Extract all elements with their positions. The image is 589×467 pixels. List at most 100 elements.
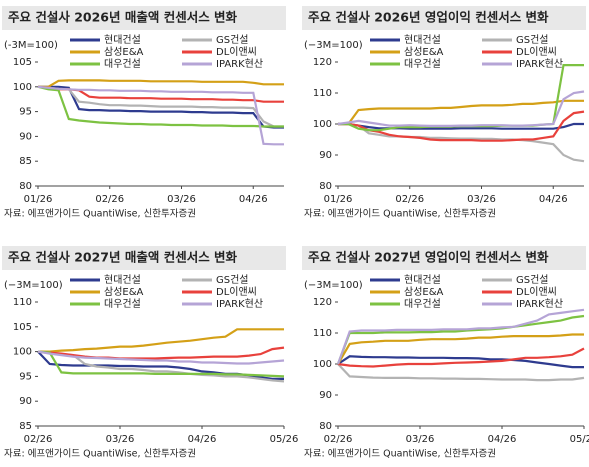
- series-line: [37, 85, 284, 128]
- series-line: [37, 85, 284, 128]
- legend-label: DL이앤씨: [516, 286, 557, 298]
- y-tick-label: 90: [319, 390, 332, 401]
- legend-label: DL이앤씨: [216, 46, 257, 58]
- x-tick-label: 05/26: [270, 434, 299, 445]
- y-tick-label: 120: [313, 297, 332, 308]
- unit-label: (-3M=100): [4, 40, 58, 51]
- y-tick-label: 90: [19, 131, 32, 142]
- y-tick-label: 95: [19, 371, 32, 382]
- chart-panel: 주요 건설사 2027년 매출액 컨센서스 변화 (−3M=100) 85 90 95 1…: [2, 246, 298, 460]
- y-tick-label: 120: [313, 57, 332, 68]
- legend-label: 삼성E&A: [104, 46, 144, 58]
- legend-label: IPARK현산: [216, 58, 263, 70]
- series-line: [337, 347, 585, 368]
- y-tick-label: 100: [13, 347, 32, 358]
- unit-label: (−3M=100): [304, 40, 363, 51]
- x-tick-label: 04/26: [488, 434, 517, 445]
- legend-label: 삼성E&A: [404, 286, 444, 298]
- legend-label: GS건설: [516, 34, 549, 46]
- title-bar: [2, 6, 286, 30]
- series-line: [337, 363, 585, 382]
- x-tick-label: 01/26: [24, 194, 53, 205]
- series-line: [337, 333, 584, 365]
- x-tick-label: 04/26: [239, 194, 268, 205]
- y-tick-label: 85: [19, 421, 32, 432]
- title-bar: [2, 246, 286, 270]
- chart-title: 주요 건설사 2026년 영업이익 컨센서스 변화: [308, 10, 549, 25]
- x-tick-label: 01/26: [324, 194, 353, 205]
- source-note: 자료: 에프앤가이드 QuantiWise, 신한투자증권: [4, 448, 196, 460]
- legend-label: 삼성E&A: [104, 286, 144, 298]
- legend-label: 대우건설: [404, 58, 441, 70]
- series-line: [37, 350, 285, 365]
- x-tick-label: 05/26: [570, 434, 589, 445]
- title-bar: [302, 6, 586, 30]
- series-line: [338, 110, 585, 142]
- y-tick-label: 95: [19, 107, 32, 118]
- series-line: [37, 346, 285, 360]
- y-tick-label: 85: [19, 156, 32, 167]
- legend-label: IPARK현산: [516, 58, 563, 70]
- chart-title: 주요 건설사 2027년 매출액 컨센서스 변화: [8, 250, 238, 265]
- legend-label: 현대건설: [404, 274, 441, 286]
- series-line: [338, 122, 584, 130]
- unit-label: (−3M=100): [4, 280, 63, 291]
- series-line: [38, 328, 284, 353]
- legend-label: GS건설: [516, 274, 549, 286]
- y-tick-label: 100: [313, 119, 332, 130]
- series-line: [338, 99, 584, 126]
- series-line: [37, 350, 285, 383]
- title-bar: [302, 246, 586, 270]
- y-tick-label: 105: [13, 322, 32, 333]
- legend-label: DL이앤씨: [216, 286, 257, 298]
- x-tick-label: 02/26: [324, 434, 353, 445]
- legend-label: GS건설: [216, 34, 249, 46]
- legend-label: GS건설: [216, 274, 249, 286]
- y-tick-label: 90: [19, 396, 32, 407]
- unit-label: (−3M=100): [304, 280, 363, 291]
- chart-panel: 주요 건설사 2026년 매출액 컨센서스 변화 (-3M=100) 80 85 90 9…: [2, 6, 286, 220]
- x-tick-label: 02/26: [395, 194, 424, 205]
- y-tick-label: 100: [13, 82, 32, 93]
- x-tick-label: 04/26: [539, 194, 568, 205]
- chart-panel: 주요 건설사 2026년 영업이익 컨센서스 변화 (−3M=100) 80 90 10…: [302, 6, 586, 220]
- y-tick-label: 80: [319, 181, 332, 192]
- y-tick-label: 90: [319, 150, 332, 161]
- y-tick-label: 110: [313, 88, 332, 99]
- series-line: [37, 350, 285, 378]
- legend-label: 대우건설: [404, 298, 441, 310]
- chart-panel: 주요 건설사 2027년 영업이익 컨센서스 변화 (−3M=100) 80 90 10…: [302, 246, 589, 460]
- legend-label: IPARK현산: [516, 298, 563, 310]
- series-line: [38, 85, 284, 129]
- series-line: [37, 85, 284, 146]
- y-tick-label: 80: [19, 181, 32, 192]
- x-tick-label: 03/26: [406, 434, 435, 445]
- y-tick-label: 110: [13, 297, 32, 308]
- legend-label: 삼성E&A: [404, 46, 444, 58]
- y-tick-label: 80: [319, 421, 332, 432]
- legend-label: IPARK현산: [216, 298, 263, 310]
- legend-label: 현대건설: [104, 274, 141, 286]
- chart-title: 주요 건설사 2026년 매출액 컨센서스 변화: [8, 10, 238, 25]
- series-line: [336, 308, 585, 365]
- y-tick-label: 110: [313, 328, 332, 339]
- source-note: 자료: 에프앤가이드 QuantiWise, 신한투자증권: [304, 208, 496, 220]
- series-line: [338, 63, 584, 132]
- series-line: [338, 122, 585, 163]
- source-note: 자료: 에프앤가이드 QuantiWise, 신한투자증권: [304, 448, 496, 460]
- series-line: [337, 355, 584, 369]
- x-tick-label: 03/26: [106, 434, 135, 445]
- chart-title: 주요 건설사 2027년 영업이익 컨센서스 변화: [308, 250, 549, 265]
- legend-label: 대우건설: [104, 58, 141, 70]
- x-tick-label: 04/26: [188, 434, 217, 445]
- legend-label: DL이앤씨: [516, 46, 557, 58]
- legend-label: 현대건설: [404, 34, 441, 46]
- legend-label: 현대건설: [104, 34, 141, 46]
- y-tick-label: 100: [313, 359, 332, 370]
- y-tick-label: 105: [13, 57, 32, 68]
- legend-label: 대우건설: [104, 298, 141, 310]
- x-tick-label: 03/26: [467, 194, 496, 205]
- series-line: [336, 314, 585, 365]
- source-note: 자료: 에프앤가이드 QuantiWise, 신한투자증권: [4, 208, 196, 220]
